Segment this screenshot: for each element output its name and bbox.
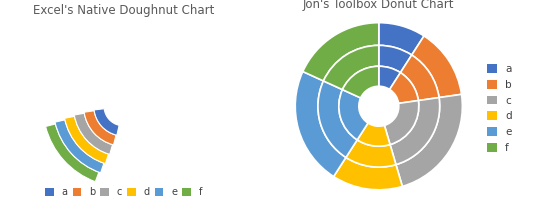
Wedge shape <box>334 157 402 190</box>
Wedge shape <box>295 72 346 177</box>
Wedge shape <box>412 36 462 98</box>
Wedge shape <box>65 116 109 164</box>
Wedge shape <box>94 109 119 135</box>
Wedge shape <box>84 111 116 145</box>
Wedge shape <box>74 113 113 154</box>
Wedge shape <box>318 81 357 157</box>
Wedge shape <box>46 124 99 182</box>
Wedge shape <box>303 23 379 81</box>
Wedge shape <box>323 45 379 90</box>
Wedge shape <box>379 45 412 73</box>
Title: Excel's Native Doughnut Chart: Excel's Native Doughnut Chart <box>33 4 214 17</box>
Wedge shape <box>379 23 424 55</box>
Wedge shape <box>390 73 418 103</box>
Wedge shape <box>343 66 379 98</box>
Wedge shape <box>384 100 419 145</box>
Wedge shape <box>400 55 439 100</box>
Legend: a, b, c, d, e, f: a, b, c, d, e, f <box>41 183 206 201</box>
Wedge shape <box>379 66 400 89</box>
Wedge shape <box>346 140 396 167</box>
Wedge shape <box>339 90 368 140</box>
Wedge shape <box>396 94 462 186</box>
Wedge shape <box>55 120 104 173</box>
Wedge shape <box>390 98 440 165</box>
Wedge shape <box>357 123 390 146</box>
Title: Jon's Toolbox Donut Chart: Jon's Toolbox Donut Chart <box>303 0 455 11</box>
Legend: a, b, c, d, e, f: a, b, c, d, e, f <box>483 60 516 157</box>
